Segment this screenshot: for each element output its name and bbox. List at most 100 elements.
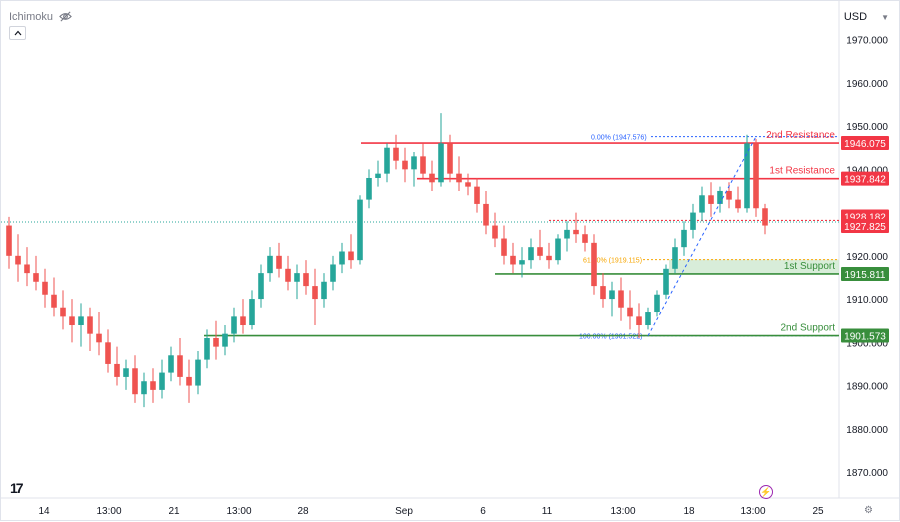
candle-body[interactable] [222,333,228,347]
candle-body[interactable] [600,286,606,300]
candle-body[interactable] [267,255,273,274]
candle-body[interactable] [105,342,111,364]
candle-body[interactable] [177,355,183,377]
collapse-legend-button[interactable] [9,26,26,40]
candle-body[interactable] [33,273,39,282]
candle-body[interactable] [366,177,372,200]
candle-body[interactable] [24,264,30,274]
candle-body[interactable] [591,242,597,287]
candle-body[interactable] [483,203,489,226]
candle-body[interactable] [708,195,714,204]
eye-crossed-icon[interactable] [59,10,72,23]
candle-body[interactable] [285,268,291,282]
candle-body[interactable] [456,173,462,183]
candle-body[interactable] [699,195,705,213]
candle-body[interactable] [555,238,561,261]
candle-body[interactable] [420,156,426,174]
candle-body[interactable] [546,255,552,261]
candle-body[interactable] [735,199,741,209]
candle-body[interactable] [78,316,84,326]
candle-body[interactable] [501,238,507,256]
candle-body[interactable] [60,307,66,317]
candle-body[interactable] [627,307,633,317]
candle-body[interactable] [402,160,408,170]
candle-body[interactable] [303,273,309,287]
candle-body[interactable] [96,333,102,343]
candle-body[interactable] [609,290,615,300]
candle-body[interactable] [159,372,165,390]
candle-body[interactable] [294,273,300,282]
candle-body[interactable] [141,381,147,395]
candle-body[interactable] [123,368,129,377]
candle-body[interactable] [69,316,75,326]
candle-body[interactable] [537,247,543,256]
candle-body[interactable] [564,229,570,239]
candle-body[interactable] [762,208,768,226]
candle-body[interactable] [690,212,696,230]
candle-body[interactable] [321,281,327,300]
level-label: 1st Support [784,261,835,272]
candle-body[interactable] [186,376,192,386]
candle-body[interactable] [447,143,453,174]
candle-body[interactable] [51,294,57,308]
candle-body[interactable] [654,294,660,313]
candle-body[interactable] [384,147,390,174]
candle-body[interactable] [393,147,399,161]
candle-body[interactable] [411,156,417,170]
candle-body[interactable] [438,143,444,183]
candle-body[interactable] [492,225,498,239]
fib-level-label: 0.00% (1947.576) [591,135,647,142]
candle-body[interactable] [528,247,534,261]
candle-body[interactable] [510,255,516,265]
candle-body[interactable] [330,264,336,282]
candle-body[interactable] [276,255,282,269]
candle-body[interactable] [663,268,669,295]
candle-body[interactable] [753,143,759,209]
candle-body[interactable] [312,286,318,300]
candle-body[interactable] [114,363,120,377]
currency-selector[interactable]: USD ▼ [844,11,889,23]
currency-label: USD [843,11,868,23]
candle-body[interactable] [717,190,723,204]
candle-body[interactable] [195,359,201,386]
price-tick-label: 1890.000 [846,382,888,393]
lightning-icon[interactable]: ⚡ [759,485,773,499]
candle-body[interactable] [375,173,381,178]
candle-body[interactable] [474,186,480,204]
candle-body[interactable] [132,368,138,395]
candle-body[interactable] [42,281,48,295]
tradingview-logo-icon[interactable]: 17 [10,480,24,496]
candle-body[interactable] [6,225,12,256]
candle-body[interactable] [204,337,210,360]
candle-body[interactable] [465,182,471,187]
price-tick-label: 1970.000 [846,36,888,47]
price-tag [841,171,889,186]
candle-body[interactable] [357,199,363,261]
candle-body[interactable] [348,251,354,261]
candle-body[interactable] [573,229,579,235]
candle-body[interactable] [240,316,246,326]
candle-body[interactable] [231,316,237,334]
candle-body[interactable] [582,234,588,243]
candle-body[interactable] [339,251,345,265]
candle-body[interactable] [168,355,174,373]
candle-body[interactable] [726,190,732,200]
candle-body[interactable] [636,316,642,326]
candle-body[interactable] [150,381,156,390]
candle-body[interactable] [645,312,651,326]
candle-body[interactable] [681,229,687,248]
candle-body[interactable] [519,260,525,265]
candle-body[interactable] [429,173,435,183]
candle-body[interactable] [618,290,624,308]
price-tick-label: 1900.000 [846,338,888,349]
candle-body[interactable] [744,143,750,209]
candle-body[interactable] [258,273,264,300]
candle-body[interactable] [249,299,255,326]
candle-body[interactable] [672,247,678,269]
candle-body[interactable] [15,255,21,265]
candle-body[interactable] [213,337,219,347]
gear-icon[interactable]: ⚙ [864,505,873,516]
candle-body[interactable] [87,316,93,334]
indicator-label[interactable]: Ichimoku [9,10,54,23]
